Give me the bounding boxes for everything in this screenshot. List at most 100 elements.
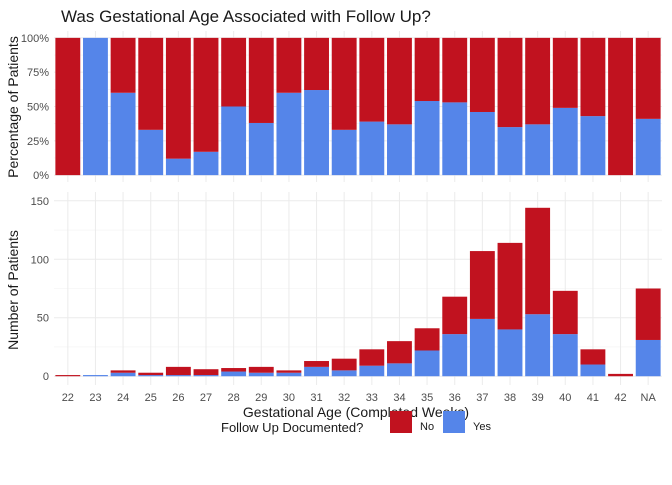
x-tick-label-40: 40 bbox=[559, 392, 571, 404]
pct-bar-yes-NA bbox=[635, 118, 661, 176]
count-y-tick-label: 150 bbox=[31, 196, 49, 208]
x-tick-label-35: 35 bbox=[421, 392, 433, 404]
count-bar-yes-25 bbox=[138, 375, 164, 377]
count-bar-yes-30 bbox=[276, 372, 302, 377]
count-bar-no-32 bbox=[331, 358, 357, 371]
pct-bar-yes-33 bbox=[359, 121, 385, 176]
x-tick-label-42: 42 bbox=[614, 392, 626, 404]
pct-bar-yes-24 bbox=[110, 92, 136, 176]
x-tick-label-27: 27 bbox=[200, 392, 212, 404]
pct-bar-no-34 bbox=[387, 37, 412, 125]
pct-bar-no-37 bbox=[469, 37, 495, 112]
count-bar-no-33 bbox=[359, 349, 385, 366]
pct-bar-no-36 bbox=[442, 37, 468, 103]
count-bar-yes-40 bbox=[552, 334, 578, 377]
count-bar-yes-39 bbox=[525, 314, 551, 377]
pct-bar-yes-27 bbox=[193, 151, 219, 176]
count-bar-no-31 bbox=[304, 361, 329, 367]
pct-bar-no-33 bbox=[359, 37, 385, 122]
count-bar-yes-24 bbox=[110, 372, 136, 377]
count-bar-no-24 bbox=[110, 370, 136, 373]
pct-bar-no-27 bbox=[193, 37, 219, 152]
pct-bar-yes-40 bbox=[552, 107, 578, 176]
pct-bar-yes-37 bbox=[469, 111, 495, 176]
pct-y-tick-label: 0% bbox=[33, 170, 49, 182]
count-bar-yes-34 bbox=[387, 363, 412, 377]
count-bars bbox=[55, 207, 661, 377]
legend: Follow Up Documented? No Yes bbox=[221, 411, 491, 435]
count-bar-no-25 bbox=[138, 372, 164, 376]
x-tick-label-39: 39 bbox=[532, 392, 544, 404]
pct-bar-no-41 bbox=[580, 37, 606, 117]
pct-bar-no-42 bbox=[608, 37, 633, 176]
x-tick-label-36: 36 bbox=[449, 392, 461, 404]
x-tick-label-29: 29 bbox=[255, 392, 267, 404]
x-tick-label-33: 33 bbox=[366, 392, 378, 404]
count-bar-yes-27 bbox=[193, 375, 219, 377]
count-bar-no-42 bbox=[608, 373, 633, 377]
pct-bar-no-40 bbox=[552, 37, 578, 108]
legend-label-no: No bbox=[420, 421, 434, 433]
percentage-bars bbox=[55, 37, 661, 176]
count-bar-no-34 bbox=[387, 341, 412, 364]
percentage-panel: 0% 25% 50% 75% 100% Percentage of Patients bbox=[5, 31, 662, 182]
count-bar-yes-36 bbox=[442, 334, 468, 377]
chart-title: Was Gestational Age Associated with Foll… bbox=[61, 7, 431, 26]
count-bar-no-41 bbox=[580, 349, 606, 365]
count-bar-no-26 bbox=[165, 366, 191, 376]
count-bar-yes-26 bbox=[165, 375, 191, 377]
pct-y-tick-label: 75% bbox=[27, 67, 49, 79]
count-bar-yes-28 bbox=[221, 371, 247, 377]
pct-bar-no-38 bbox=[497, 37, 523, 128]
count-bar-no-NA bbox=[635, 288, 661, 340]
x-tick-label-28: 28 bbox=[228, 392, 240, 404]
x-tick-label-26: 26 bbox=[172, 392, 184, 404]
percentage-y-axis-label: Percentage of Patients bbox=[5, 36, 21, 178]
pct-bar-yes-29 bbox=[248, 122, 274, 176]
count-bar-no-39 bbox=[525, 207, 551, 315]
x-tick-label-34: 34 bbox=[393, 392, 405, 404]
pct-bar-no-NA bbox=[635, 37, 661, 119]
pct-y-tick-label: 50% bbox=[27, 102, 49, 114]
pct-bar-yes-30 bbox=[276, 92, 302, 176]
x-tick-label-37: 37 bbox=[476, 392, 488, 404]
count-y-tick-label: 50 bbox=[37, 313, 49, 325]
count-bar-no-37 bbox=[469, 251, 495, 319]
count-bar-yes-NA bbox=[635, 339, 661, 377]
pct-bar-yes-32 bbox=[331, 129, 357, 176]
pct-bar-no-31 bbox=[304, 37, 329, 91]
count-bar-yes-23 bbox=[83, 375, 108, 377]
count-y-ticks: 0 50 100 150 bbox=[31, 196, 49, 383]
count-bar-no-22 bbox=[55, 375, 81, 377]
pct-bar-no-32 bbox=[331, 37, 357, 130]
pct-bar-no-30 bbox=[276, 37, 302, 93]
percentage-y-ticks: 0% 25% 50% 75% 100% bbox=[21, 33, 49, 182]
count-y-tick-label: 0 bbox=[43, 371, 49, 383]
count-bar-no-38 bbox=[497, 242, 523, 330]
x-tick-label-30: 30 bbox=[283, 392, 295, 404]
count-bar-no-40 bbox=[552, 290, 578, 335]
x-tick-label-31: 31 bbox=[310, 392, 322, 404]
x-tick-label-25: 25 bbox=[145, 392, 157, 404]
x-tick-label-22: 22 bbox=[62, 392, 74, 404]
count-x-ticks: 22 23 24 25 26 27 28 29 30 31 32 33 34 35 36 37 38 39 40 41… bbox=[62, 392, 657, 404]
pct-bar-yes-28 bbox=[221, 106, 247, 176]
pct-bar-no-25 bbox=[138, 37, 164, 130]
pct-bar-yes-23 bbox=[83, 37, 108, 176]
x-tick-label-38: 38 bbox=[504, 392, 516, 404]
pct-bar-yes-35 bbox=[414, 101, 440, 176]
count-bar-yes-41 bbox=[580, 364, 606, 377]
legend-swatch-no bbox=[390, 411, 412, 433]
count-bar-yes-29 bbox=[248, 372, 274, 377]
pct-bar-no-24 bbox=[110, 37, 136, 93]
x-tick-label-41: 41 bbox=[587, 392, 599, 404]
count-panel: 0 50 100 150 22 23 24 25 26 27 28 29 30 31 32 33 34 35 36… bbox=[5, 192, 662, 420]
x-tick-label-24: 24 bbox=[117, 392, 129, 404]
count-bar-no-29 bbox=[248, 366, 274, 373]
x-axis-label: Gestational Age (Completed Weeks) bbox=[243, 404, 469, 420]
pct-bar-yes-38 bbox=[497, 127, 523, 176]
pct-y-tick-label: 25% bbox=[27, 136, 49, 148]
x-tick-label-23: 23 bbox=[89, 392, 101, 404]
